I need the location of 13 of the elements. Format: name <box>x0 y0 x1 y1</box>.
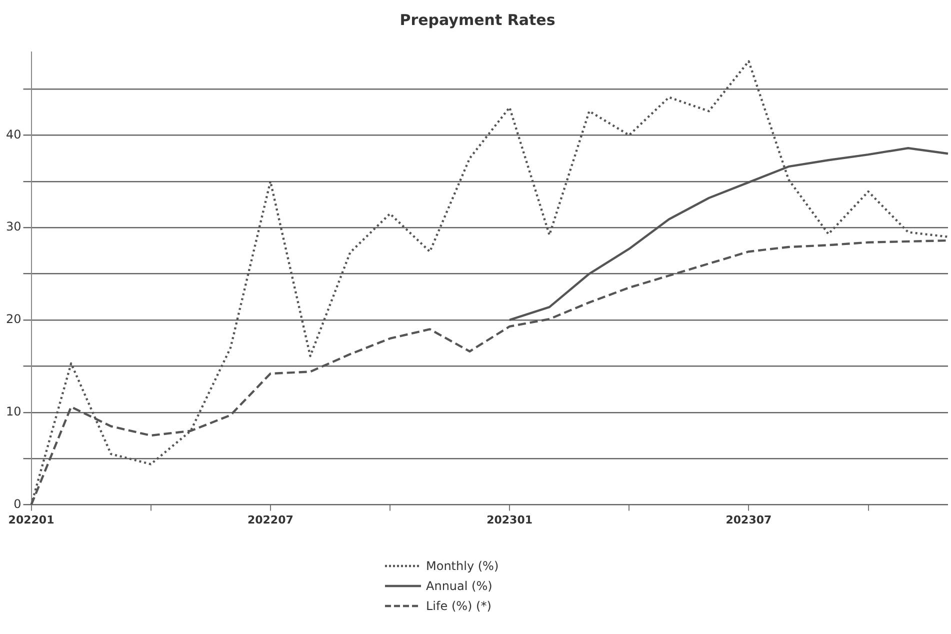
y-tick-label: 40 <box>6 127 22 142</box>
legend-label: Monthly (%) <box>426 559 499 573</box>
chart-title: Prepayment Rates <box>400 10 556 29</box>
y-tick-label: 10 <box>6 404 22 419</box>
y-tick-label: 0 <box>14 496 22 511</box>
legend-label: Life (%) (*) <box>426 599 492 613</box>
y-tick-label: 20 <box>6 312 22 326</box>
x-tick-label: 202307 <box>726 513 772 526</box>
legend-label: Annual (%) <box>426 579 492 593</box>
x-tick-label: 202201 <box>8 513 54 526</box>
x-tick-label: 202207 <box>247 513 294 526</box>
y-tick-label: 30 <box>6 220 22 234</box>
x-tick-label: 202301 <box>486 513 533 526</box>
